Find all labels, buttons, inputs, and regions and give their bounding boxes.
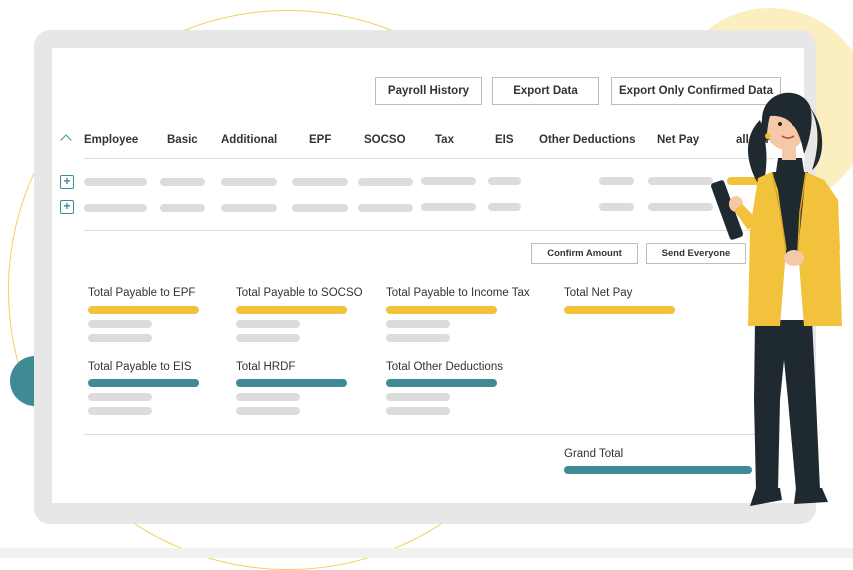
column-other-deductions[interactable]: Other Deductions: [539, 134, 636, 146]
placeholder-bar: [386, 334, 450, 342]
placeholder-bar: [236, 320, 300, 328]
column-socso[interactable]: SOCSO: [364, 134, 406, 146]
placeholder-bar: [88, 393, 152, 401]
placeholder-bar: [386, 407, 450, 415]
column-basic[interactable]: Basic: [167, 134, 198, 146]
woman-with-tablet-illustration: [711, 92, 842, 506]
payroll-history-button[interactable]: Payroll History: [375, 77, 482, 105]
placeholder-bar: [236, 334, 300, 342]
summary-bar: [236, 306, 347, 314]
summary-bar: [236, 379, 347, 387]
placeholder-bar: [599, 203, 634, 211]
rows-divider: [84, 230, 764, 231]
placeholder-bar: [648, 177, 713, 185]
placeholder-bar: [358, 204, 413, 212]
placeholder-bar: [221, 178, 277, 186]
placeholder-bar: [88, 334, 152, 342]
column-net-pay[interactable]: Net Pay: [657, 134, 700, 146]
placeholder-bar: [236, 407, 300, 415]
summary-divider: [84, 434, 764, 435]
placeholder-bar: [160, 204, 205, 212]
placeholder-bar: [292, 178, 348, 186]
summary-label-socso: Total Payable to SOCSO: [236, 287, 363, 299]
summary-label-net-pay: Total Net Pay: [564, 287, 633, 299]
summary-label-eis: Total Payable to EIS: [88, 361, 192, 373]
placeholder-bar: [421, 177, 476, 185]
placeholder-bar: [421, 203, 476, 211]
placeholder-bar: [488, 203, 521, 211]
expand-row-icon[interactable]: +: [60, 200, 74, 214]
placeholder-bar: [160, 178, 205, 186]
placeholder-bar: [84, 204, 147, 212]
grand-total-bar: [564, 466, 752, 474]
placeholder-bar: [648, 203, 713, 211]
grand-total-label: Grand Total: [564, 448, 624, 460]
column-eis[interactable]: EIS: [495, 134, 514, 146]
export-data-button[interactable]: Export Data: [492, 77, 599, 105]
placeholder-bar: [386, 320, 450, 328]
summary-bar: [88, 379, 199, 387]
summary-label-hrdf: Total HRDF: [236, 361, 296, 373]
column-employee[interactable]: Employee: [84, 134, 139, 146]
column-tax[interactable]: Tax: [435, 134, 454, 146]
send-everyone-button[interactable]: Send Everyone: [646, 243, 746, 264]
placeholder-bar: [221, 204, 277, 212]
summary-bar: [386, 306, 497, 314]
placeholder-bar: [88, 320, 152, 328]
summary-bar: [88, 306, 199, 314]
placeholder-bar: [488, 177, 521, 185]
expand-row-icon[interactable]: +: [60, 175, 74, 189]
column-epf[interactable]: EPF: [309, 134, 332, 146]
export-confirmed-data-button[interactable]: Export Only Confirmed Data: [611, 77, 781, 105]
summary-label-income-tax: Total Payable to Income Tax: [386, 287, 530, 299]
placeholder-bar: [386, 393, 450, 401]
summary-bar: [386, 379, 497, 387]
confirm-amount-button[interactable]: Confirm Amount: [531, 243, 638, 264]
highlight-bar: [727, 177, 772, 185]
summary-label-other-deductions: Total Other Deductions: [386, 361, 503, 373]
summary-label-epf: Total Payable to EPF: [88, 287, 196, 299]
placeholder-bar: [88, 407, 152, 415]
placeholder-bar: [599, 177, 634, 185]
placeholder-bar: [292, 204, 348, 212]
placeholder-bar: [358, 178, 413, 186]
page-bottom-band: [0, 548, 853, 558]
placeholder-bar: [84, 178, 147, 186]
header-divider: [84, 158, 774, 159]
payroll-screen: [52, 48, 804, 503]
placeholder-bar: [236, 393, 300, 401]
summary-bar: [564, 306, 675, 314]
column-additional[interactable]: Additional: [221, 134, 278, 146]
